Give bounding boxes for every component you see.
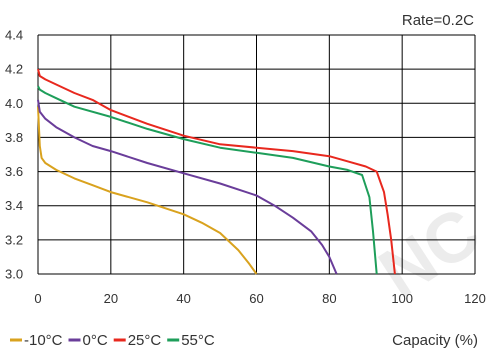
rate-annotation: Rate=0.2C (402, 12, 474, 29)
legend-label: -10°C (24, 332, 63, 349)
series-line (37, 85, 378, 275)
y-axis-ticks: 3.0 3.2 3.4 3.6 3.8 4.0 4.2 4.4 (5, 28, 23, 282)
chart-grid (37, 34, 476, 275)
legend-label: 25°C (128, 332, 162, 349)
x-tick-label: 40 (176, 291, 190, 306)
y-tick-label: 3.2 (5, 232, 23, 247)
x-tick-label: 60 (249, 291, 263, 306)
x-axis-label: Capacity (%) (392, 332, 478, 349)
series-line (37, 99, 338, 275)
x-tick-label: 120 (464, 291, 486, 306)
y-tick-label: 3.8 (5, 130, 23, 145)
y-tick-label: 4.0 (5, 96, 23, 111)
y-tick-label: 3.0 (5, 267, 23, 282)
chart-series (37, 68, 396, 275)
x-tick-label: 20 (104, 291, 118, 306)
series-line (37, 106, 258, 275)
x-tick-label: 80 (322, 291, 336, 306)
legend-label: 55°C (181, 332, 215, 349)
y-tick-label: 3.4 (5, 198, 23, 213)
series-line (37, 68, 396, 275)
y-tick-label: 4.2 (5, 62, 23, 77)
x-tick-label: 100 (391, 291, 413, 306)
y-tick-label: 4.4 (5, 28, 23, 43)
x-tick-label: 0 (34, 291, 41, 306)
legend-label: 0°C (83, 332, 108, 349)
y-tick-label: 3.6 (5, 164, 23, 179)
x-axis-ticks: 0 20 40 60 80 100 120 (34, 291, 485, 306)
chart-legend: -10°C 0°C 25°C 55°C (10, 332, 215, 349)
